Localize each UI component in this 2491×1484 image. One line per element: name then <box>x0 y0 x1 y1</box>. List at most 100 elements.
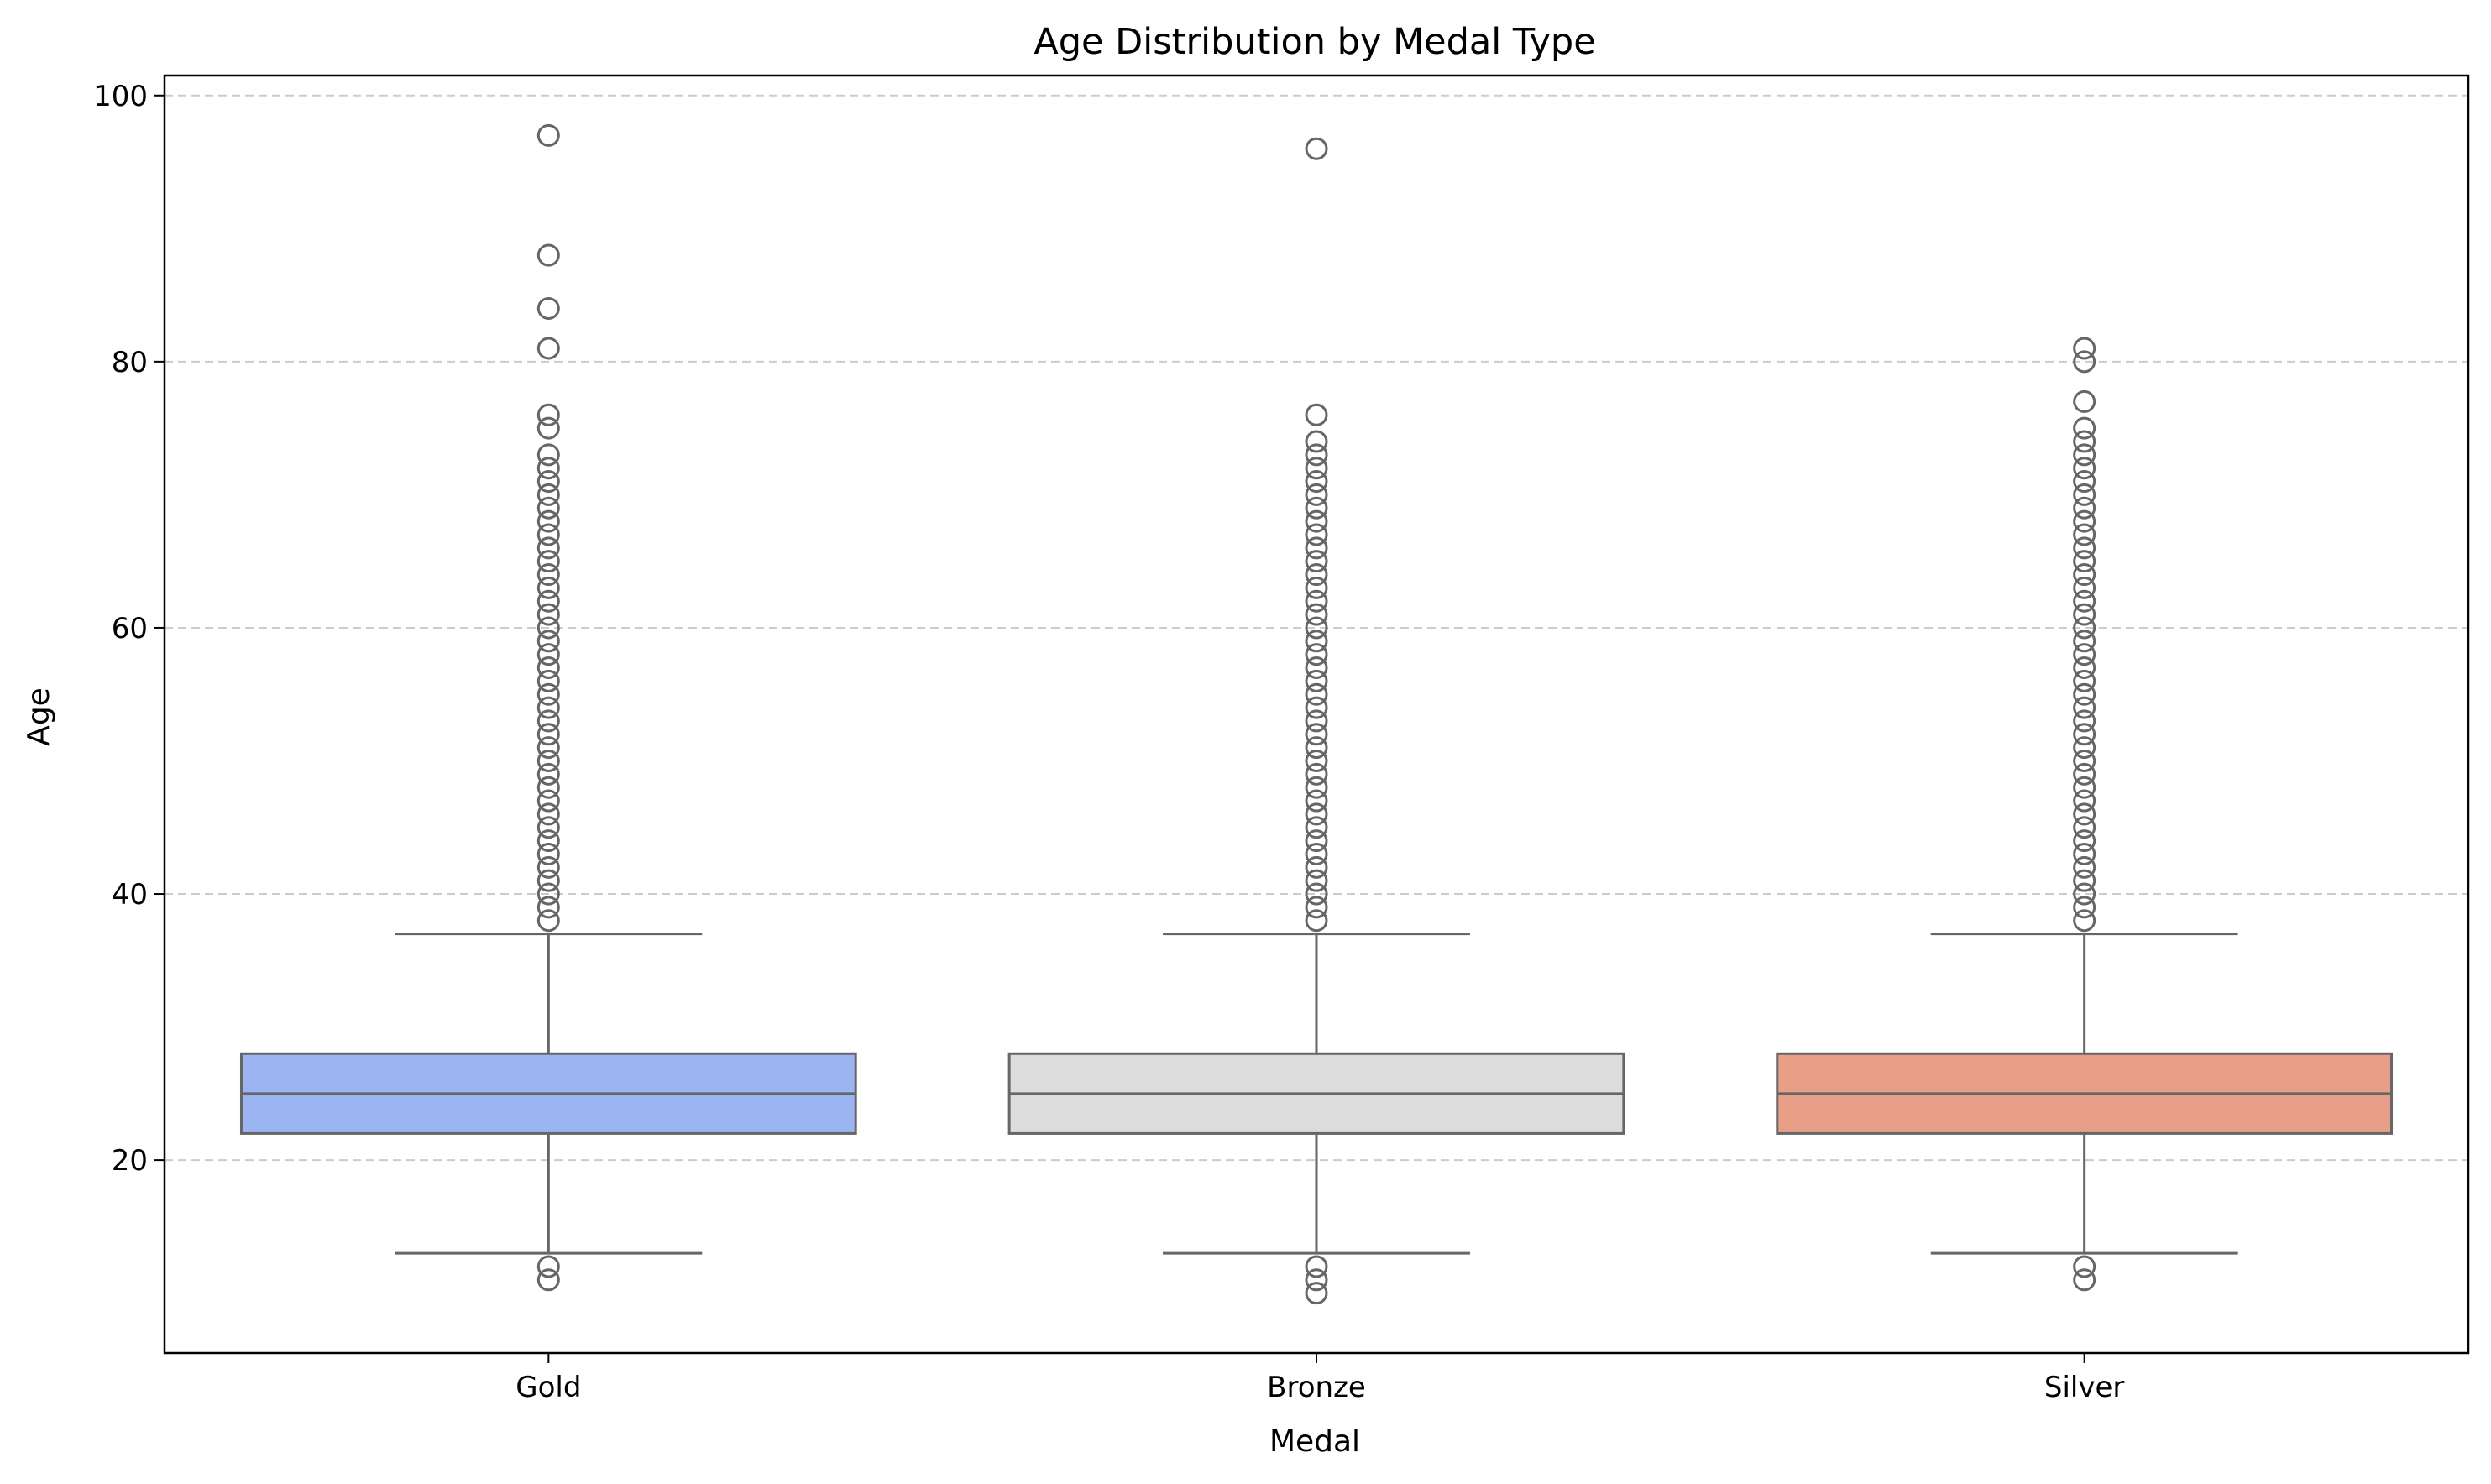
outlier-point <box>536 842 560 865</box>
outlier-point <box>1305 443 1328 467</box>
outlier-point <box>536 802 560 826</box>
outlier-point <box>1305 855 1328 879</box>
outlier-point <box>2073 643 2096 666</box>
outlier-point <box>536 123 560 147</box>
outlier-point <box>536 1255 560 1278</box>
outlier-point <box>2073 389 2096 413</box>
outlier-point <box>1305 869 1328 892</box>
outlier-point <box>536 709 560 733</box>
outlier-point <box>1305 696 1328 719</box>
outlier-point <box>1305 630 1328 653</box>
outlier-point <box>1305 776 1328 799</box>
outlier-point <box>536 457 560 480</box>
outlier-point <box>536 483 560 506</box>
outlier-point <box>536 723 560 746</box>
outlier-point <box>2073 337 2096 360</box>
outlier-point <box>2073 736 2096 760</box>
outlier-point <box>1305 682 1328 706</box>
outlier-point <box>2073 496 2096 520</box>
outlier-point <box>536 536 560 560</box>
x-tick-label: Silver <box>2044 1371 2125 1404</box>
outlier-point <box>536 603 560 626</box>
outlier-point <box>536 669 560 692</box>
outlier-point <box>2073 789 2096 813</box>
outlier-point <box>1305 789 1328 813</box>
outlier-point <box>1305 896 1328 919</box>
outlier-point <box>2073 776 2096 799</box>
outlier-point <box>536 470 560 494</box>
outlier-point <box>2073 909 2096 933</box>
y-axis-label: Age <box>22 687 56 746</box>
axes-frame <box>163 74 2470 1355</box>
outlier-point <box>1305 656 1328 680</box>
outlier-point <box>2073 656 2096 680</box>
outlier-point <box>2073 723 2096 746</box>
outlier-point <box>2073 762 2096 786</box>
outlier-point <box>536 909 560 933</box>
outlier-point <box>1305 536 1328 560</box>
outlier-point <box>1305 483 1328 506</box>
outlier-point <box>2073 563 2096 587</box>
outlier-point <box>2073 1255 2096 1278</box>
outlier-point <box>2073 457 2096 480</box>
outlier-point <box>536 563 560 587</box>
outlier-point <box>2073 630 2096 653</box>
outlier-point <box>536 443 560 467</box>
outlier-point <box>1305 496 1328 520</box>
outlier-point <box>536 589 560 613</box>
outlier-point <box>1305 457 1328 480</box>
outlier-point <box>536 762 560 786</box>
outlier-point <box>536 882 560 906</box>
outlier-point <box>1305 576 1328 599</box>
x-tick-label: Gold <box>515 1371 581 1404</box>
outlier-point <box>2073 430 2096 453</box>
outlier-point <box>536 749 560 772</box>
outlier-point <box>536 616 560 640</box>
outlier-point <box>2073 882 2096 906</box>
outlier-point <box>2073 443 2096 467</box>
outlier-point <box>1305 829 1328 853</box>
outlier-point <box>1305 589 1328 613</box>
outlier-point <box>1305 802 1328 826</box>
outlier-point <box>2073 896 2096 919</box>
outlier-point <box>536 682 560 706</box>
outlier-point <box>2073 1268 2096 1292</box>
outlier-point <box>536 656 560 680</box>
outlier-point <box>536 243 560 267</box>
y-tick-label: 40 <box>112 878 148 912</box>
outlier-point <box>536 829 560 853</box>
outlier-point <box>1305 470 1328 494</box>
outlier-point <box>1305 523 1328 546</box>
outlier-point <box>2073 416 2096 440</box>
outlier-point <box>2073 550 2096 573</box>
outlier-point <box>536 416 560 440</box>
outlier-point <box>536 296 560 320</box>
outlier-point <box>1305 709 1328 733</box>
outlier-point <box>536 643 560 666</box>
outlier-point <box>1305 616 1328 640</box>
outlier-point <box>1305 563 1328 587</box>
outlier-point <box>2073 696 2096 719</box>
outlier-point <box>2073 616 2096 640</box>
outlier-point <box>536 1268 560 1292</box>
outlier-point <box>1305 842 1328 865</box>
outlier-point <box>2073 589 2096 613</box>
outlier-point <box>2073 603 2096 626</box>
outlier-point <box>2073 470 2096 494</box>
outlier-point <box>536 630 560 653</box>
outlier-point <box>536 337 560 360</box>
outlier-point <box>2073 829 2096 853</box>
outlier-point <box>1305 430 1328 453</box>
outlier-point <box>1305 603 1328 626</box>
outlier-point <box>2073 350 2096 374</box>
outlier-point <box>536 576 560 599</box>
outlier-point <box>1305 669 1328 692</box>
outlier-point <box>2073 483 2096 506</box>
outlier-point <box>2073 669 2096 692</box>
outlier-point <box>536 816 560 839</box>
outlier-point <box>1305 1255 1328 1278</box>
outlier-point <box>2073 749 2096 772</box>
outlier-point <box>1305 509 1328 533</box>
